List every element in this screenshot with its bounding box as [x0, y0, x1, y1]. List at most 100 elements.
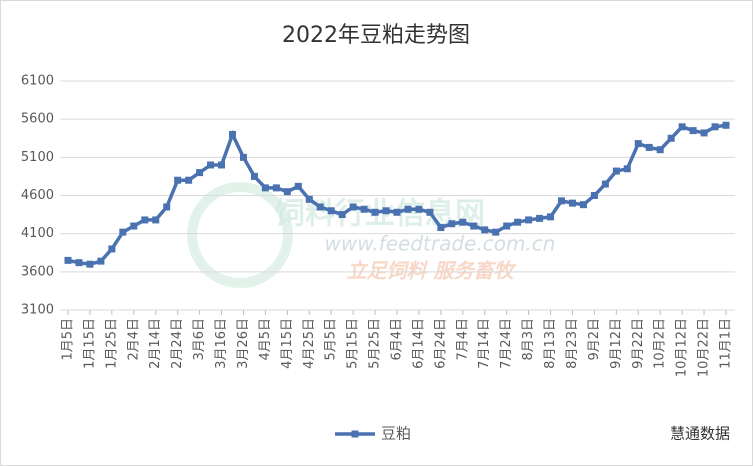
- point: [678, 123, 686, 131]
- x-tick-label: 2月4日: [126, 318, 141, 361]
- y-tick-label: 6100: [21, 74, 54, 89]
- point: [229, 130, 236, 138]
- point: [349, 203, 357, 211]
- point: [656, 146, 664, 154]
- x-tick-label: 8月13日: [543, 318, 558, 369]
- x-tick-label: 9月22日: [631, 318, 646, 369]
- point: [404, 205, 412, 213]
- point: [426, 208, 434, 216]
- point: [261, 184, 269, 192]
- x-tick-label: 9月12日: [609, 318, 624, 369]
- x-tick-label: 4月5日: [258, 318, 273, 361]
- x-tick-label: 4月15日: [280, 318, 295, 369]
- point: [645, 143, 653, 151]
- point: [492, 228, 500, 236]
- x-tick-label: 5月25日: [368, 318, 383, 369]
- x-tick-label: 7月24日: [499, 318, 514, 369]
- point: [514, 218, 522, 226]
- x-tick-label: 5月5日: [324, 318, 339, 361]
- x-tick-label: 3月26日: [236, 318, 251, 369]
- point: [722, 121, 730, 129]
- y-tick-label: 4600: [21, 188, 54, 203]
- y-tick-label: 5600: [21, 112, 54, 127]
- x-tick-label: 10月12日: [675, 318, 690, 377]
- point: [294, 182, 302, 190]
- point: [141, 216, 149, 224]
- x-tick-label: 1月5日: [61, 318, 76, 361]
- x-tick-label: 6月24日: [433, 318, 448, 369]
- point: [283, 188, 291, 196]
- point: [437, 224, 445, 232]
- point: [525, 216, 533, 224]
- point: [272, 184, 280, 192]
- point: [590, 192, 598, 199]
- x-tick-label: 3月16日: [214, 318, 229, 369]
- point: [623, 165, 631, 173]
- watermark-logo: [187, 182, 293, 288]
- point: [108, 245, 116, 253]
- watermark: 立足饲料 服务畜牧: [347, 259, 517, 283]
- point: [239, 153, 247, 161]
- x-tick-label: 1月25日: [104, 318, 119, 369]
- point: [503, 222, 511, 230]
- point: [689, 127, 697, 135]
- point: [305, 195, 313, 203]
- point: [393, 208, 401, 216]
- point: [207, 161, 215, 169]
- chart-title: 2022年豆粕走势图: [282, 23, 470, 48]
- point: [547, 213, 555, 221]
- x-tick-label: 10月2日: [653, 318, 668, 369]
- x-tick-label: 8月23日: [565, 318, 580, 369]
- point: [382, 207, 390, 215]
- y-tick-label: 4100: [21, 226, 54, 241]
- point: [415, 205, 423, 213]
- x-tick-label: 3月6日: [192, 318, 207, 361]
- point: [558, 197, 565, 205]
- point: [481, 226, 489, 234]
- x-tick-label: 7月14日: [477, 318, 492, 369]
- x-tick-label: 6月4日: [390, 318, 405, 361]
- point: [316, 203, 324, 211]
- x-tick-label: 9月2日: [587, 318, 602, 361]
- legend-marker: [351, 430, 359, 438]
- x-tick-label: 8月3日: [521, 318, 536, 361]
- point: [152, 216, 160, 224]
- point: [185, 176, 193, 184]
- y-tick-label: 5100: [21, 150, 54, 165]
- point: [371, 208, 379, 216]
- point: [327, 207, 335, 215]
- point: [86, 260, 94, 268]
- watermark: www.feedtrade.com.cn: [325, 232, 556, 256]
- point: [711, 123, 719, 131]
- x-tick-label: 4月25日: [302, 318, 317, 369]
- point: [163, 203, 171, 211]
- point: [700, 129, 708, 137]
- point: [196, 169, 204, 177]
- y-tick-label: 3100: [21, 303, 54, 318]
- point: [174, 176, 182, 184]
- x-tick-label: 10月22日: [697, 318, 712, 377]
- x-tick-label: 2月24日: [170, 318, 185, 369]
- source-label: 慧通数据: [670, 425, 730, 443]
- point: [470, 222, 478, 230]
- point: [360, 205, 368, 213]
- x-tick-label: 6月14日: [411, 318, 426, 369]
- x-tick-label: 2月14日: [148, 318, 163, 369]
- point: [536, 214, 544, 222]
- point: [218, 161, 226, 169]
- x-tick-label: 11月1日: [719, 318, 734, 369]
- point: [634, 140, 642, 148]
- point: [667, 134, 675, 142]
- point: [448, 220, 456, 228]
- point: [612, 167, 620, 175]
- x-tick-label: 5月15日: [346, 318, 361, 369]
- legend-label: 豆粕: [381, 425, 411, 443]
- point: [119, 228, 127, 236]
- point: [250, 172, 258, 180]
- point: [75, 259, 83, 267]
- x-tick-label: 7月4日: [455, 318, 470, 361]
- point: [338, 211, 346, 219]
- x-tick-label: 1月15日: [82, 318, 97, 369]
- point: [130, 222, 138, 230]
